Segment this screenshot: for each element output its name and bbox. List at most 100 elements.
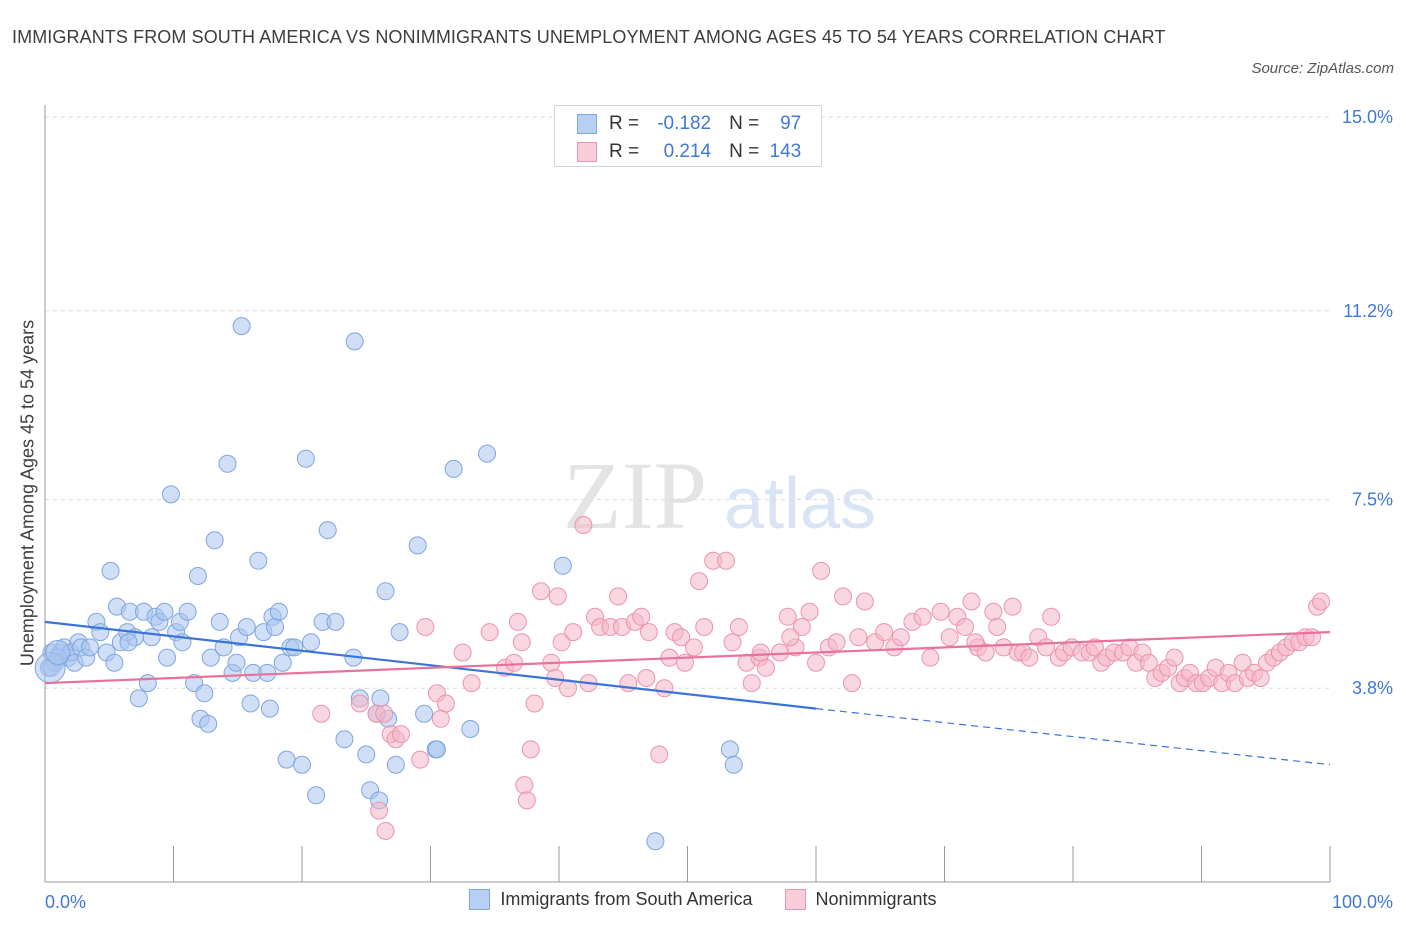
nonimmigrants-point bbox=[1020, 648, 1039, 667]
immigrants-point bbox=[199, 714, 218, 733]
nonimmigrants-point bbox=[521, 740, 540, 759]
nonimmigrants-point bbox=[827, 633, 846, 652]
immigrants-point bbox=[371, 689, 390, 708]
nonimmigrants-point bbox=[391, 725, 410, 744]
immigrants-point bbox=[266, 618, 285, 636]
x-tick-label: 100.0% bbox=[1332, 892, 1393, 912]
nonimmigrants-point bbox=[453, 643, 472, 662]
immigrants-point bbox=[478, 444, 497, 463]
nonimmigrants-point bbox=[574, 516, 593, 534]
nonimmigrants-point bbox=[416, 618, 435, 636]
nonimmigrants-point bbox=[376, 822, 395, 840]
y-tick-label: 15.0% bbox=[1342, 107, 1393, 127]
immigrants-point bbox=[105, 653, 124, 672]
correlation-legend: R = -0.182 N = 97 R = 0.214 N = 143 bbox=[554, 105, 822, 167]
nonimmigrants-point bbox=[742, 674, 761, 693]
immigrants-point bbox=[415, 704, 434, 723]
nonimmigrants-point bbox=[812, 561, 831, 580]
legend-row-nonimmigrants: R = 0.214 N = 143 bbox=[577, 139, 801, 165]
nonimmigrants-point bbox=[411, 750, 430, 769]
legend-r-value: 0.214 bbox=[663, 141, 712, 162]
nonimmigrants-point bbox=[564, 623, 583, 642]
nonimmigrants-point bbox=[931, 602, 950, 621]
immigrants-point bbox=[91, 623, 110, 642]
nonimmigrants-point bbox=[609, 587, 628, 606]
nonimmigrants-trend-line bbox=[44, 631, 1331, 685]
nonimmigrants-point bbox=[956, 618, 975, 636]
nonimmigrants-point bbox=[842, 674, 861, 693]
immigrants-point bbox=[210, 612, 229, 631]
immigrants-trend-extension bbox=[815, 708, 1331, 766]
nonimmigrants-point bbox=[1303, 628, 1322, 647]
nonimmigrants-point bbox=[695, 618, 714, 636]
nonimmigrants-point bbox=[940, 628, 959, 647]
chart-title: IMMIGRANTS FROM SOUTH AMERICA VS NONIMMI… bbox=[12, 27, 1166, 47]
nonimmigrants-point bbox=[684, 638, 703, 657]
immigrants-point bbox=[724, 755, 743, 774]
immigrants-point bbox=[119, 633, 138, 652]
nonimmigrants-point bbox=[717, 551, 736, 570]
nonimmigrants-point bbox=[1042, 607, 1061, 626]
immigrants-point bbox=[293, 755, 311, 774]
legend-n-value: 143 bbox=[769, 141, 802, 162]
immigrants-point bbox=[260, 699, 279, 718]
immigrants-point bbox=[326, 612, 345, 631]
immigrants-point bbox=[205, 531, 224, 550]
nonimmigrants-point bbox=[517, 791, 536, 810]
immigrants-point bbox=[720, 740, 739, 759]
nonimmigrants-point bbox=[1003, 597, 1022, 616]
nonimmigrants-point bbox=[756, 658, 775, 677]
immigrants-point bbox=[80, 638, 99, 657]
nonimmigrants-point bbox=[639, 623, 658, 642]
nonimmigrants-point bbox=[792, 618, 811, 636]
legend-swatch-nonimmigrants bbox=[577, 142, 597, 162]
nonimmigrants-point bbox=[312, 704, 331, 723]
immigrants-point bbox=[158, 648, 177, 667]
nonimmigrants-point bbox=[751, 643, 770, 662]
nonimmigrants-point bbox=[988, 618, 1007, 636]
immigrants-point bbox=[232, 317, 251, 336]
immigrants-point bbox=[273, 653, 292, 672]
watermark-atlas: atlas bbox=[724, 464, 876, 544]
nonimmigrants-point bbox=[913, 607, 932, 626]
nonimmigrants-point bbox=[800, 602, 819, 621]
immigrants-point bbox=[258, 663, 277, 682]
legend-n-value: 97 bbox=[780, 113, 802, 134]
nonimmigrants-point bbox=[723, 633, 742, 652]
immigrants-point bbox=[553, 556, 572, 575]
immigrants-point bbox=[376, 582, 395, 601]
immigrants-point bbox=[285, 638, 304, 657]
nonimmigrants-point bbox=[436, 694, 455, 713]
immigrants-point bbox=[101, 561, 120, 580]
legend-swatch-immigrants bbox=[469, 889, 491, 910]
legend-r-label: R = bbox=[609, 141, 640, 162]
nonimmigrants-point bbox=[375, 704, 394, 723]
immigrants-point bbox=[138, 674, 157, 693]
immigrants-point bbox=[241, 694, 260, 713]
immigrants-point bbox=[357, 745, 376, 764]
nonimmigrants-point bbox=[849, 628, 868, 647]
nonimmigrants-point bbox=[833, 587, 852, 606]
nonimmigrants-point bbox=[512, 633, 531, 652]
y-axis-label: Unemployment Among Ages 45 to 54 years bbox=[17, 319, 38, 667]
nonimmigrants-point bbox=[637, 669, 656, 687]
nonimmigrants-point bbox=[855, 592, 874, 611]
nonimmigrants-point bbox=[984, 602, 1003, 621]
nonimmigrants-point bbox=[1312, 592, 1331, 611]
nonimmigrants-point bbox=[729, 618, 748, 636]
immigrants-point bbox=[646, 832, 665, 851]
nonimmigrants-point bbox=[778, 607, 797, 626]
immigrants-point bbox=[408, 536, 427, 555]
legend-r-label: R = bbox=[609, 113, 640, 134]
immigrants-point bbox=[345, 332, 364, 351]
immigrants-point bbox=[249, 551, 268, 570]
immigrants-trend-line bbox=[44, 620, 817, 710]
immigrants-point bbox=[188, 567, 207, 585]
nonimmigrants-point bbox=[655, 679, 674, 698]
immigrants-point bbox=[142, 628, 161, 647]
immigrants-point bbox=[427, 740, 446, 759]
immigrants-point bbox=[461, 720, 480, 738]
nonimmigrants-point bbox=[891, 628, 910, 647]
immigrants-point bbox=[201, 648, 220, 667]
immigrants-point bbox=[318, 521, 337, 540]
